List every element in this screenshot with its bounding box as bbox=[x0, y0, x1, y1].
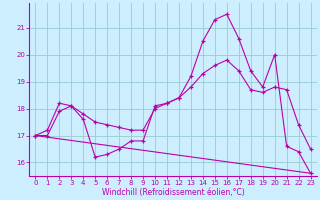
X-axis label: Windchill (Refroidissement éolien,°C): Windchill (Refroidissement éolien,°C) bbox=[102, 188, 244, 197]
